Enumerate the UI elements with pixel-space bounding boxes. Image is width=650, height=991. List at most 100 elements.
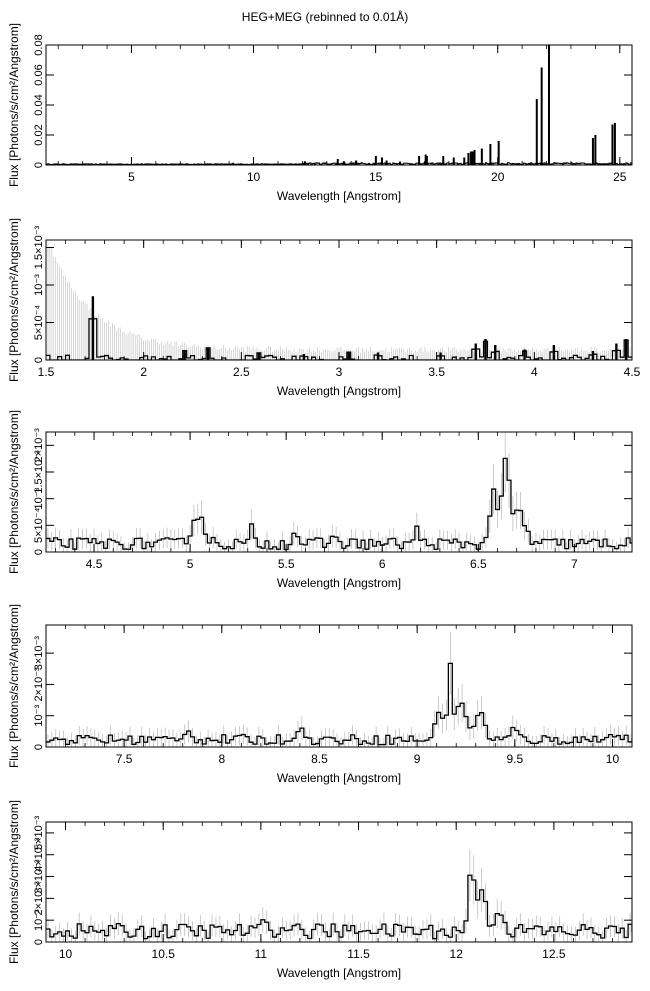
y-tick-label: 5×10⁻³	[33, 815, 45, 850]
y-tick-label: 0.04	[33, 94, 45, 115]
line-bar	[469, 151, 472, 165]
x-tick-label: 6	[379, 557, 386, 571]
line-bar	[615, 343, 618, 360]
y-tick-label: 0	[33, 939, 45, 945]
plot-area	[46, 240, 632, 360]
line-bar	[552, 345, 556, 360]
panel-2: 1.5 2 2.5 3 3.5 4 4.5 0 5×10⁻⁴ 10⁻³ 1.5×10⁻³ Wavele…	[7, 218, 641, 398]
line-bar	[540, 67, 543, 165]
x-tick-label: 2.5	[233, 365, 250, 379]
y-tick-label: 10⁻³	[33, 705, 45, 727]
line-bar	[452, 157, 455, 165]
y-tick-label: 0.02	[33, 124, 45, 145]
plot-area	[46, 632, 632, 747]
x-tick-label: 10	[247, 170, 261, 184]
y-tick-label: 1.5×10⁻³	[33, 225, 45, 269]
y-axis-label: Flux [Photons/s/cm²/Angstrom]	[7, 604, 21, 768]
y-tick-label: 10⁻³	[33, 274, 45, 296]
chart-title: HEG+MEG (rebinned to 0.01Å)	[241, 10, 409, 24]
x-tick-label: 25	[613, 170, 627, 184]
line-bar	[91, 296, 95, 360]
line-bar	[425, 156, 428, 165]
x-tick-label: 11	[255, 947, 268, 961]
line-bar	[424, 154, 427, 165]
x-tick-label: 2	[140, 365, 147, 379]
y-axis-label: Flux [Photons/s/cm²/Angstrom]	[7, 218, 21, 382]
x-axis-label: Wavelength [Angstrom]	[277, 384, 401, 398]
line-bar	[471, 151, 474, 165]
y-tick-label: 0.06	[33, 64, 45, 85]
line-bar	[347, 351, 350, 360]
x-axis-label: Wavelength [Angstrom]	[277, 576, 401, 590]
x-axis-label: Wavelength [Angstrom]	[277, 189, 401, 203]
x-tick-label: 11.5	[347, 947, 370, 961]
line-bar	[594, 135, 597, 165]
line-bar	[232, 162, 235, 165]
line-bar	[591, 351, 595, 360]
x-tick-label: 10	[59, 947, 73, 961]
plot-frame	[45, 431, 633, 553]
x-tick-label: 7	[571, 557, 578, 571]
y-tick-label: 0.08	[33, 34, 45, 55]
y-tick-label: 2×10⁻³	[33, 428, 45, 463]
line-bar	[206, 348, 210, 360]
line-bar	[494, 345, 497, 360]
line-bar	[342, 161, 345, 165]
line-bar	[170, 163, 173, 165]
line-bar	[591, 138, 594, 165]
plot-area	[46, 45, 632, 165]
flux-histogram	[46, 662, 632, 746]
line-bar	[380, 157, 383, 165]
line-bar	[480, 148, 483, 165]
panel-5: 10 10.5 11 11.5 12 12.5 0 10⁻³2×10⁻³3×10⁻³4×10⁻…	[7, 800, 633, 980]
x-tick-label: 4.5	[624, 365, 641, 379]
y-tick-label: 1.5×10⁻³	[33, 450, 45, 494]
line-bar	[418, 156, 421, 165]
line-bar	[535, 99, 538, 165]
line-bar	[484, 339, 487, 360]
x-tick-label: 4	[531, 365, 538, 379]
x-tick-label: 5.5	[278, 557, 295, 571]
y-tick-label: 3×10⁻³	[33, 859, 45, 894]
line-bar	[336, 159, 339, 165]
line-bar	[547, 45, 550, 165]
panel-1: 5 10 15 20 25 0 0.02 0.04 0.06 0.08 Wavelength [An…	[7, 23, 633, 203]
y-tick-label: 4×10⁻³	[33, 837, 45, 872]
y-tick-label: 0	[33, 549, 45, 555]
plot-area	[46, 432, 632, 552]
line-bar	[473, 150, 476, 165]
line-bar	[624, 339, 628, 360]
x-tick-label: 12	[450, 947, 464, 961]
x-tick-label: 12.5	[542, 947, 566, 961]
x-tick-label: 4.5	[86, 557, 103, 571]
line-bar	[183, 351, 186, 360]
x-tick-label: 20	[491, 170, 505, 184]
flux-histogram	[46, 162, 632, 165]
flux-histogram	[46, 318, 632, 360]
panel-4: 7.5 8 8.5 9 9.5 10 0 10⁻³ 2×10⁻³3×10⁻³ Wavelength…	[7, 604, 633, 785]
line-bar	[385, 160, 388, 165]
y-tick-label: 5×10⁻⁴	[33, 305, 45, 341]
line-bar	[463, 157, 466, 165]
y-axis-label: Flux [Photons/s/cm²/Angstrom]	[7, 23, 21, 187]
x-tick-label: 10.5	[152, 947, 176, 961]
panel-3: 4.5 5 5.5 6 6.5 7 0 5×10⁻⁴10⁻³1.5×10⁻³2×10⁻³ Wav…	[7, 410, 633, 590]
x-tick-label: 3.5	[428, 365, 445, 379]
line-bar	[474, 343, 477, 360]
y-tick-label: 10⁻³	[33, 487, 45, 509]
x-tick-label: 10	[606, 752, 620, 766]
y-tick-label: 2×10⁻³	[33, 881, 45, 916]
y-axis-label: Flux [Photons/s/cm²/Angstrom]	[7, 800, 21, 964]
y-tick-label: 2×10⁻³	[33, 667, 45, 702]
line-bar	[257, 163, 260, 165]
plot-area	[46, 849, 632, 942]
plot-frame	[45, 44, 633, 166]
line-bar	[302, 354, 306, 360]
x-tick-label: 7.5	[116, 752, 133, 766]
line-bar	[523, 349, 526, 360]
y-tick-label: 5×10⁻⁴	[33, 507, 45, 543]
x-tick-label: 1.5	[38, 365, 55, 379]
y-tick-label: 3×10⁻³	[33, 636, 45, 671]
x-tick-label: 5	[128, 170, 135, 184]
